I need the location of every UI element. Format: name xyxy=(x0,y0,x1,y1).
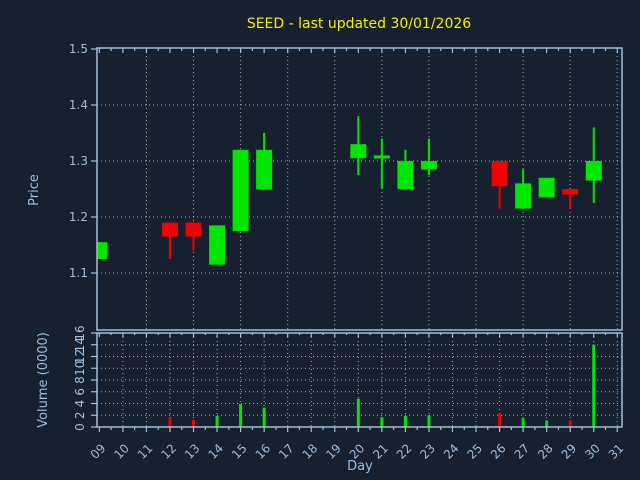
volume-bar-day-12 xyxy=(168,417,172,427)
candle-day-27 xyxy=(515,169,532,209)
volume-axis-label: Volume (0000) xyxy=(36,332,51,428)
price-tick-label: 1.1 xyxy=(69,266,88,280)
volume-tick-label: 8 xyxy=(73,376,87,384)
candle-day-29 xyxy=(562,189,579,209)
volume-tick-label: 14 xyxy=(73,337,87,352)
candle-day-16 xyxy=(256,133,273,189)
volume-tick-label: 12 xyxy=(73,349,87,364)
volume-bar-day-14 xyxy=(215,415,219,427)
candle-day-9 xyxy=(97,242,108,259)
volume-bar-day-23 xyxy=(427,415,431,427)
price-tick-label: 1.4 xyxy=(69,98,88,112)
price-axis-label: Price xyxy=(27,174,42,206)
price-spines xyxy=(96,47,623,331)
candle-day-21 xyxy=(373,138,390,189)
candle-day-14 xyxy=(209,225,226,265)
price-panel: 1.1 1.2 1.3 1.4 1.5 xyxy=(69,42,623,331)
volume-bar-day-29 xyxy=(568,420,572,427)
candle-day-23 xyxy=(420,138,437,175)
candle-day-15 xyxy=(232,149,249,231)
candle-day-20 xyxy=(350,116,367,175)
candle-day-22 xyxy=(397,149,414,189)
price-tick-label: 1.3 xyxy=(69,154,88,168)
volume-tick-label: 4 xyxy=(73,400,87,408)
volume-bar-day-16 xyxy=(262,407,266,427)
volume-tick-label: 6 xyxy=(73,388,87,396)
volume-bar-day-30 xyxy=(592,344,596,427)
volume-bar-day-22 xyxy=(403,415,407,427)
candle-day-26 xyxy=(491,161,508,209)
volume-bar-day-27 xyxy=(521,418,525,427)
candle-day-12 xyxy=(161,222,178,259)
candle-day-28 xyxy=(538,177,555,198)
x-axis-label: Day xyxy=(347,459,373,474)
chart-title: SEED - last updated 30/01/2026 xyxy=(247,16,471,32)
volume-bar-day-28 xyxy=(545,420,549,427)
volume-bar-day-20 xyxy=(356,398,360,427)
price-tick-label: 1.5 xyxy=(69,42,88,56)
candle-day-13 xyxy=(185,222,202,251)
volume-bar-day-13 xyxy=(192,419,196,427)
volume-tick-label: 16 xyxy=(73,325,87,340)
volume-bar-day-21 xyxy=(380,417,384,427)
price-tick-label: 1.2 xyxy=(69,210,88,224)
volume-bar-day-15 xyxy=(239,404,243,427)
candle-day-30 xyxy=(585,127,602,203)
candles xyxy=(97,116,602,265)
volume-tick-label: 10 xyxy=(73,361,87,376)
volume-tick-label: 0 xyxy=(73,423,87,431)
volume-tick-label: 2 xyxy=(73,411,87,419)
volume-bar-day-26 xyxy=(498,413,502,427)
